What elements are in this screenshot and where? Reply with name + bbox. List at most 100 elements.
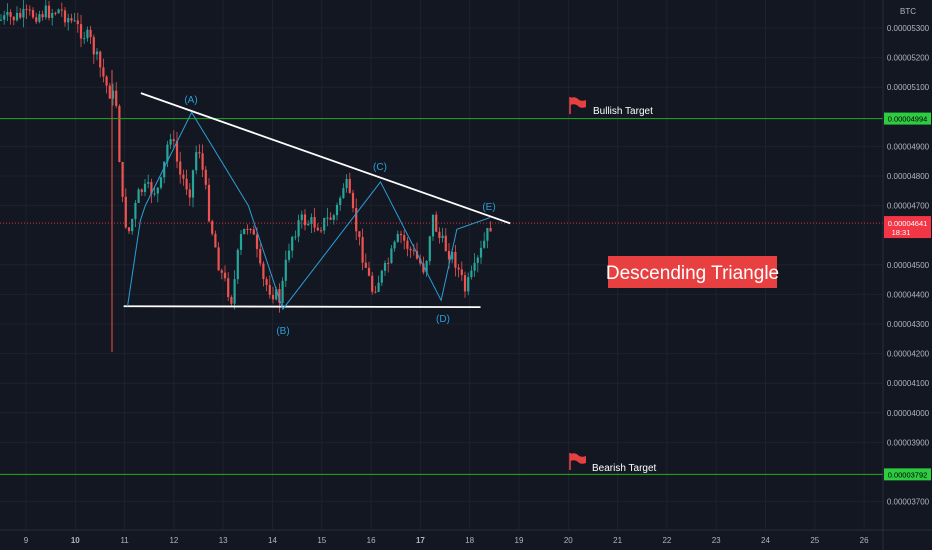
candle-body [79, 24, 83, 39]
candle-body [460, 269, 463, 276]
candle-body [47, 5, 51, 18]
candle-body [476, 257, 479, 263]
candle-body [15, 12, 19, 21]
bearish-target-label: Bearish Target [592, 463, 657, 474]
time-tick-label: 20 [564, 536, 573, 545]
candle-body [377, 282, 380, 292]
candle-body [118, 105, 121, 162]
candle-body [121, 161, 124, 197]
candle-body [441, 235, 444, 239]
candle-body [393, 241, 396, 249]
time-tick-label: 22 [662, 536, 671, 545]
pattern-label: Descending Triangle [606, 263, 779, 284]
triangle-pattern [123, 92, 511, 311]
wave-path [127, 111, 491, 311]
candle-body [220, 270, 223, 273]
candle-body [3, 15, 6, 20]
triangle-upper-line [140, 92, 511, 225]
candle-body [431, 214, 435, 237]
candle-body [345, 178, 348, 189]
candle-body [457, 267, 460, 270]
candle-body [348, 178, 351, 193]
time-axis[interactable]: 9 10 11 12 13 14 15 16 17 18 19 20 21 22 23 24 25 26 [24, 536, 869, 545]
candle-body [281, 280, 284, 303]
time-tick-label: 24 [761, 536, 770, 545]
wave-label: (B) [276, 326, 289, 337]
candle-body [329, 217, 332, 220]
candle-body [275, 289, 278, 300]
bullish-target-price: 0.00004994 [888, 115, 928, 124]
candle-body [41, 14, 44, 18]
price-tick-label: 0.00004400 [887, 290, 930, 299]
candle-body [339, 197, 342, 205]
flag-cloth [570, 97, 586, 108]
candle-body [201, 153, 204, 170]
candle-body [230, 297, 233, 304]
candle-body [83, 38, 86, 40]
candle-body [479, 247, 483, 258]
candle-body [419, 258, 422, 264]
candle-body [303, 214, 307, 226]
price-tick-label: 0.00003900 [887, 438, 930, 447]
candle-body [175, 141, 179, 162]
candle-body [323, 218, 326, 231]
candle-body [156, 187, 159, 194]
price-tick-label: 0.00004000 [887, 409, 930, 418]
time-tick-label: 16 [367, 536, 376, 545]
annotations: (A) (B) (C) (D) (E) Bullish Target Bearish Tar… [184, 95, 779, 474]
price-tick-label: 0.00005200 [887, 54, 930, 63]
candle-body [409, 248, 412, 251]
candle-body [214, 233, 217, 248]
candle-body [217, 247, 220, 271]
candle-body [143, 183, 147, 192]
candle-body [163, 161, 166, 178]
candle-body [105, 76, 108, 86]
price-tick-label: 0.00005300 [887, 24, 930, 33]
price-tick-label: 0.00004100 [887, 379, 930, 388]
candle-body [19, 12, 22, 18]
candle-body [447, 250, 451, 260]
candle-body [406, 240, 409, 249]
candle-body [351, 192, 355, 209]
candle-body [236, 249, 239, 280]
time-tick-label: 25 [810, 536, 819, 545]
candle-body [150, 182, 153, 194]
candle-body [73, 20, 76, 22]
candle-body [371, 275, 374, 292]
candle-body [38, 14, 41, 22]
time-tick-label: 12 [169, 536, 178, 545]
candle-body [108, 85, 111, 99]
candle-body [153, 193, 156, 195]
candle-body [297, 220, 300, 237]
candle-body [159, 177, 163, 188]
candle-body [134, 202, 137, 220]
candle-body [326, 217, 329, 219]
candle-body [383, 262, 387, 271]
candle-body [470, 270, 473, 278]
candle-body [387, 262, 390, 264]
candle-body [35, 17, 38, 22]
time-tick-label: 10 [71, 536, 80, 545]
candle-body [102, 67, 105, 77]
candle-body [140, 189, 143, 192]
candle-body [374, 291, 377, 293]
price-axis[interactable]: 0.00005300 0.00005200 0.00005100 0.00004900… [887, 24, 930, 507]
candle-body [166, 144, 169, 162]
candle-body [335, 204, 339, 216]
candle-body [188, 189, 191, 198]
candle-body [51, 12, 54, 18]
price-tick-label: 0.00004500 [887, 261, 930, 270]
candle-body [454, 251, 457, 268]
candle-body [182, 174, 185, 179]
time-tick-label: 13 [219, 536, 228, 545]
candle-body [278, 289, 281, 303]
wave-label: (A) [184, 95, 197, 106]
candle-body [489, 227, 492, 232]
time-tick-label: 18 [465, 536, 474, 545]
bearish-flag-icon [569, 453, 586, 470]
candle-body [179, 161, 182, 175]
triangle-lower-line [123, 305, 481, 309]
candle-body [12, 16, 15, 21]
